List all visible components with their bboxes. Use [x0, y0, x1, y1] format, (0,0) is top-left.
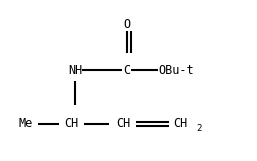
Text: OBu-t: OBu-t: [158, 64, 194, 77]
Text: CH: CH: [65, 117, 79, 130]
Text: O: O: [124, 18, 131, 31]
Text: NH: NH: [68, 64, 82, 77]
Text: 2: 2: [196, 124, 202, 133]
Text: Me: Me: [19, 117, 33, 130]
Text: C: C: [124, 64, 131, 77]
Text: CH: CH: [116, 117, 131, 130]
Text: CH: CH: [173, 117, 187, 130]
